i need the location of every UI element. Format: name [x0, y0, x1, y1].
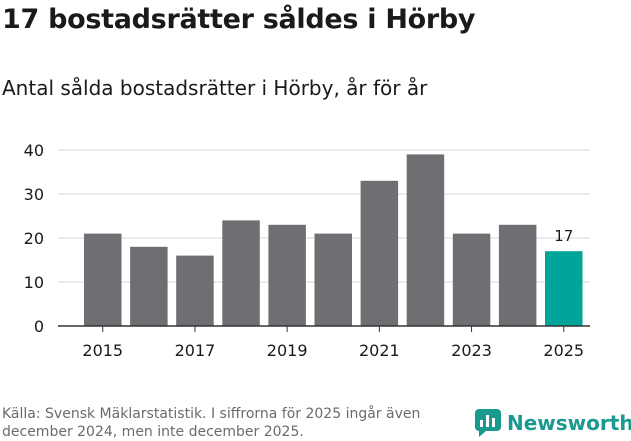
x-tick-label: 2019 — [267, 341, 308, 360]
y-tick-label: 0 — [34, 317, 44, 336]
bar-2024 — [498, 224, 537, 326]
bar-2015 — [84, 233, 122, 326]
x-tick-label: 2021 — [359, 341, 400, 360]
bar-2016 — [130, 246, 168, 326]
chart-subtitle: Antal sålda bostadsrätter i Hörby, år fö… — [2, 76, 428, 100]
bar-2022 — [406, 154, 445, 326]
bar-2023 — [452, 233, 491, 326]
bar-2020 — [314, 233, 352, 326]
x-tick-label: 2023 — [451, 341, 492, 360]
x-tick-label: 2015 — [82, 341, 123, 360]
y-tick-label: 10 — [24, 273, 44, 292]
x-tick-label: 2025 — [543, 341, 584, 360]
brand-name: Newsworthy — [507, 411, 631, 435]
bar-2021 — [360, 180, 399, 326]
y-tick-label: 20 — [24, 229, 44, 248]
y-tick-label: 30 — [24, 185, 44, 204]
bar-2025 — [545, 251, 583, 326]
data-label: 17 — [554, 227, 573, 245]
source-note: Källa: Svensk Mäklarstatistik. I siffror… — [2, 406, 421, 440]
chart-title: 17 bostadsrätter såldes i Hörby — [2, 4, 476, 35]
bar-2019 — [268, 224, 306, 326]
bar-chart: 0 10 20 30 40 17 2015 2017 2019 2021 2023 2025 — [24, 141, 590, 360]
bar-2017 — [176, 255, 214, 326]
newsworthy-logo: Newsworthy — [475, 408, 631, 438]
x-tick-label: 2017 — [175, 341, 216, 360]
newsworthy-logo-icon — [475, 409, 501, 437]
y-tick-label: 40 — [24, 141, 44, 160]
bar-2018 — [222, 220, 260, 326]
